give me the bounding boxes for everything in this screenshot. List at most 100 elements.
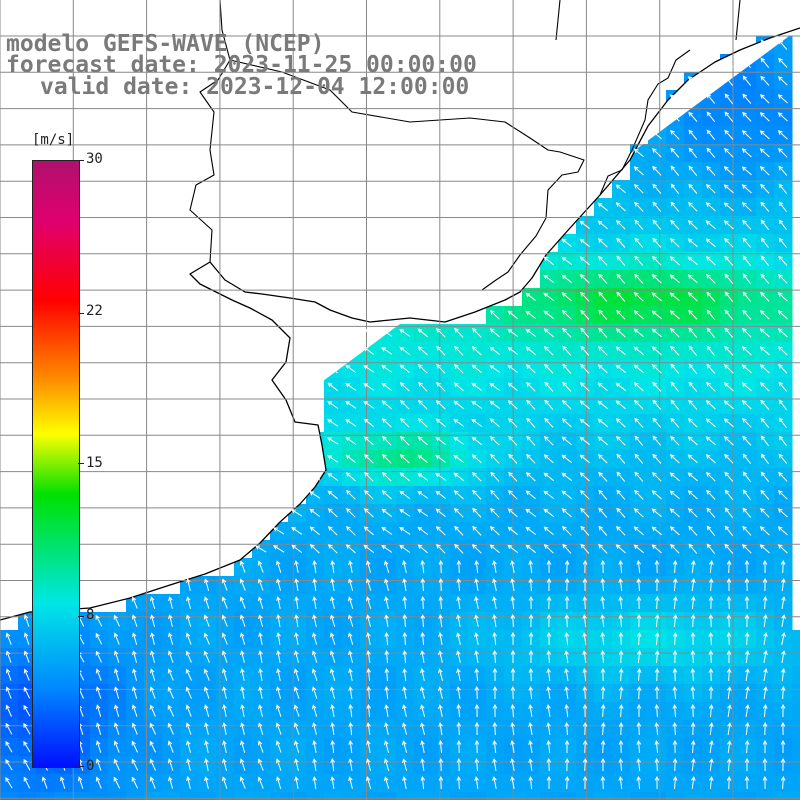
wind-arrow — [723, 220, 734, 230]
wind-arrow — [600, 649, 606, 664]
wind-arrow — [777, 310, 788, 320]
wind-arrow — [561, 490, 573, 500]
wind-arrow — [132, 632, 138, 645]
wind-arrow — [669, 310, 680, 320]
wind-arrow — [239, 560, 246, 573]
wind-arrow — [633, 310, 644, 320]
wind-arrow — [690, 667, 696, 682]
wind-arrow — [23, 650, 30, 663]
wind-arrow — [222, 686, 227, 699]
wind-arrow — [598, 327, 608, 338]
wind-arrow — [363, 508, 374, 518]
wind-arrow — [435, 436, 447, 445]
wind-arrow — [435, 400, 446, 410]
wind-arrow — [294, 650, 299, 663]
wind-arrow — [492, 721, 498, 736]
wind-arrow — [528, 740, 533, 753]
wind-speed-cell — [756, 792, 775, 800]
wind-arrow — [330, 704, 335, 717]
wind-arrow — [363, 544, 375, 553]
wind-arrow — [780, 757, 786, 772]
wind-speed-cell — [450, 792, 469, 800]
wind-arrow — [490, 471, 500, 482]
wind-arrow — [724, 255, 734, 266]
wind-arrow — [670, 219, 680, 230]
colorbar-tick-8: 8 — [86, 607, 95, 623]
wind-arrow — [221, 596, 228, 609]
wind-arrow — [510, 740, 515, 753]
wind-arrow — [706, 129, 716, 141]
wind-arrow — [778, 183, 788, 195]
wind-arrow — [113, 650, 120, 663]
wind-arrow — [561, 256, 573, 265]
wind-arrow — [272, 527, 285, 535]
wind-arrow — [472, 507, 482, 518]
wind-arrow — [688, 129, 698, 141]
wind-arrow — [582, 595, 588, 610]
wind-arrow — [706, 75, 716, 86]
wind-arrow — [167, 668, 174, 681]
wind-arrow — [669, 490, 680, 500]
wind-arrow — [724, 471, 734, 482]
wind-arrow — [580, 507, 590, 518]
wind-arrow — [438, 559, 444, 574]
wind-arrow — [690, 613, 696, 628]
wind-arrow — [651, 346, 662, 356]
wind-arrow — [329, 614, 336, 627]
wind-arrow — [5, 704, 12, 717]
wind-arrow — [526, 453, 536, 464]
wind-arrow — [402, 560, 407, 574]
wind-arrow — [726, 595, 732, 610]
wind-arrow — [652, 417, 662, 429]
wind-arrow — [312, 560, 317, 573]
wind-arrow — [363, 383, 375, 391]
wind-arrow — [777, 328, 788, 338]
wind-arrow — [167, 758, 174, 771]
wind-arrow — [294, 596, 299, 609]
wind-arrow — [510, 613, 516, 628]
wind-arrow — [525, 490, 536, 500]
wind-arrow — [564, 757, 570, 772]
wind-arrow — [742, 255, 752, 267]
wind-arrow — [327, 382, 339, 392]
wind-arrow — [687, 490, 698, 500]
wind-arrow — [384, 614, 389, 627]
wind-arrow — [745, 668, 750, 681]
wind-arrow — [402, 740, 408, 753]
wind-arrow — [579, 490, 590, 500]
wind-arrow — [546, 757, 552, 772]
wind-arrow — [633, 508, 644, 518]
wind-arrow — [724, 345, 734, 356]
wind-arrow — [618, 757, 624, 772]
wind-arrow — [618, 613, 624, 628]
wind-arrow — [723, 436, 734, 446]
wind-arrow — [384, 667, 390, 682]
wind-arrow — [420, 686, 425, 699]
wind-arrow — [167, 686, 174, 699]
wind-arrow — [708, 649, 714, 664]
wind-arrow — [472, 327, 482, 338]
wind-arrow — [564, 631, 570, 646]
wind-arrow — [185, 614, 192, 627]
wind-speed-cell — [468, 792, 487, 800]
wind-arrow — [471, 418, 483, 427]
wind-arrow — [618, 685, 624, 700]
wind-arrow — [363, 365, 375, 373]
wind-arrow — [600, 667, 606, 682]
wind-arrow — [363, 401, 375, 409]
wind-arrow — [95, 668, 102, 681]
wind-arrow — [510, 703, 516, 718]
wind-arrow — [705, 472, 716, 482]
wind-speed-cell — [684, 792, 703, 800]
wind-arrow — [309, 437, 321, 445]
wind-arrow — [438, 595, 444, 610]
wind-arrow — [651, 544, 662, 554]
wind-arrow — [652, 165, 662, 176]
wind-arrow — [633, 148, 644, 158]
wind-arrow — [579, 256, 590, 266]
wind-arrow — [582, 613, 588, 628]
wind-arrow — [345, 490, 356, 500]
wind-arrow — [330, 578, 335, 591]
wind-arrow — [59, 776, 66, 789]
wind-arrow — [651, 274, 662, 284]
